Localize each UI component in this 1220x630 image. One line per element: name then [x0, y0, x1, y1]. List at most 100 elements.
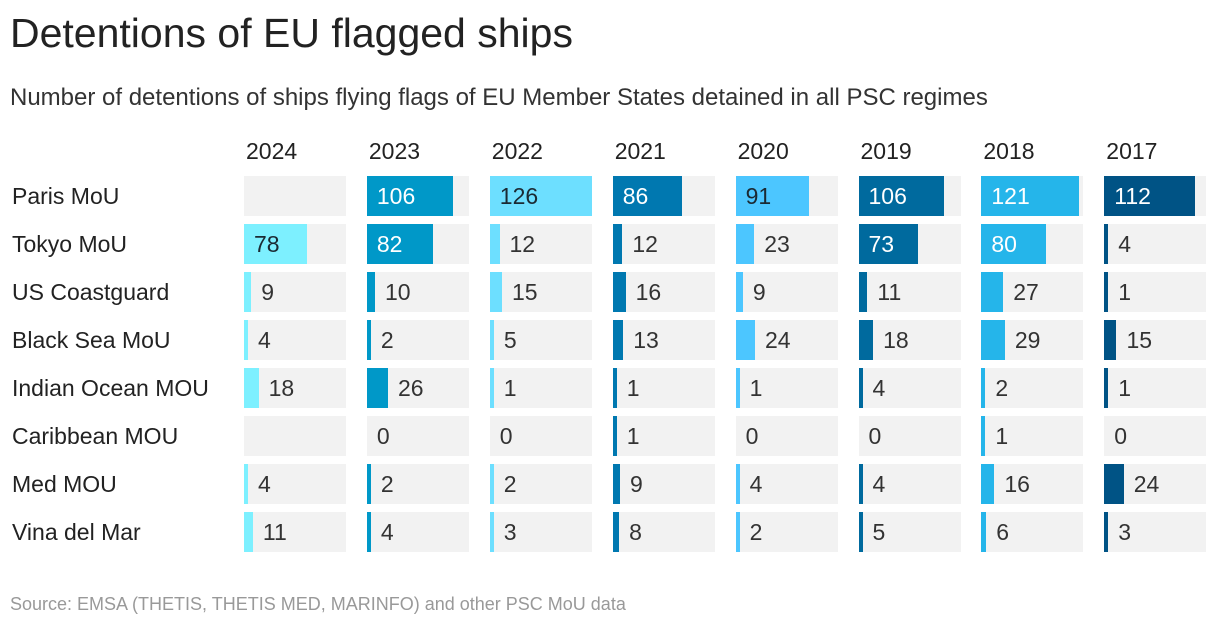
cell-background: 2 — [489, 464, 592, 504]
column-header-2022: 2022 — [491, 138, 543, 164]
data-label: 23 — [764, 231, 790, 257]
cell-background: 106 — [858, 176, 961, 216]
cell-background: 4 — [735, 464, 838, 504]
data-label: 106 — [868, 183, 907, 209]
cell-background: 4 — [244, 320, 346, 360]
cell-background: 1 — [1104, 368, 1207, 408]
cell-background: 12 — [612, 224, 715, 264]
data-bar — [612, 416, 617, 456]
cell-background: 9 — [735, 272, 838, 312]
data-label: 9 — [629, 471, 643, 497]
cell-background: 1 — [1104, 272, 1207, 312]
data-label: 13 — [633, 327, 659, 353]
cell-background: 24 — [735, 320, 838, 360]
cell-background: 4 — [858, 464, 961, 504]
data-bar — [489, 512, 494, 552]
data-bar — [489, 464, 494, 504]
cell-background — [244, 416, 346, 456]
cell-background: 1 — [735, 368, 838, 408]
data-bar — [735, 272, 743, 312]
cell-background: 13 — [612, 320, 715, 360]
column-header-2018: 2018 — [983, 138, 1035, 164]
data-bar — [1104, 464, 1124, 504]
data-bar — [858, 176, 945, 216]
data-bar — [366, 464, 371, 504]
cell-background: 9 — [244, 272, 346, 312]
data-label: 16 — [1004, 471, 1030, 497]
data-bar — [858, 464, 863, 504]
cell-background: 18 — [244, 368, 346, 408]
data-label: 2 — [503, 471, 517, 497]
data-bar — [489, 272, 502, 312]
data-bar — [735, 176, 810, 216]
data-label: 12 — [509, 231, 536, 257]
cell-background: 5 — [489, 320, 592, 360]
cell-background: 2 — [366, 320, 469, 360]
chart-subtitle: Number of detentions of ships flying fla… — [10, 84, 988, 111]
data-label: 0 — [499, 423, 513, 449]
cell-background: 73 — [858, 224, 961, 264]
row-label: Indian Ocean MOU — [12, 375, 209, 401]
column-header-2023: 2023 — [368, 138, 421, 164]
data-label: 2 — [380, 471, 394, 497]
data-label: 1 — [1118, 375, 1132, 401]
data-label: 4 — [872, 375, 886, 401]
column-header-2019: 2019 — [860, 138, 912, 164]
cell-background: 0 — [735, 416, 838, 456]
row-label: Tokyo MoU — [12, 231, 128, 257]
data-bar — [981, 464, 995, 504]
data-label: 9 — [261, 279, 275, 305]
column-header-2017: 2017 — [1106, 138, 1158, 164]
cell-background: 16 — [981, 464, 1084, 504]
data-bar — [489, 176, 592, 216]
cell-background: 4 — [1104, 224, 1207, 264]
cell-background: 3 — [1104, 512, 1207, 552]
data-label: 1 — [503, 375, 517, 401]
data-label: 18 — [268, 375, 295, 401]
data-bar — [858, 224, 918, 264]
data-label: 5 — [503, 327, 517, 353]
data-bar — [244, 320, 248, 360]
cell-background: 24 — [1104, 464, 1207, 504]
data-bar — [858, 368, 863, 408]
data-label: 106 — [376, 183, 416, 209]
data-bar — [489, 224, 500, 264]
data-label: 112 — [1114, 183, 1151, 209]
cell-background: 27 — [981, 272, 1084, 312]
cell-background: 10 — [366, 272, 469, 312]
data-bar — [612, 368, 617, 408]
data-label: 8 — [629, 519, 642, 545]
data-bar — [858, 272, 868, 312]
data-bar — [489, 320, 494, 360]
data-bar — [981, 320, 1005, 360]
cell-background: 91 — [735, 176, 838, 216]
cell-background: 112 — [1104, 176, 1207, 216]
data-bar — [244, 368, 259, 408]
data-bar — [366, 512, 371, 552]
source-note: Source: EMSA (THETIS, THETIS MED, MARINF… — [10, 594, 626, 614]
cell-background: 82 — [366, 224, 469, 264]
data-label: 1 — [626, 423, 640, 449]
data-label: 1 — [995, 423, 1009, 449]
data-label: 5 — [872, 519, 886, 545]
data-bar — [1104, 224, 1109, 264]
cell-background: 5 — [858, 512, 961, 552]
cell-background: 29 — [981, 320, 1084, 360]
cell-background: 1 — [489, 368, 592, 408]
cell-background: 4 — [858, 368, 961, 408]
data-label: 4 — [380, 519, 394, 545]
data-label: 16 — [635, 279, 662, 305]
cell-background: 2 — [981, 368, 1084, 408]
data-label: 2 — [380, 327, 394, 353]
data-bar — [1104, 512, 1109, 552]
data-label: 18 — [883, 327, 909, 353]
cell-background: 9 — [612, 464, 715, 504]
cell-background: 18 — [858, 320, 961, 360]
data-label: 0 — [1114, 423, 1128, 449]
data-label: 82 — [376, 231, 403, 257]
data-bar — [366, 176, 453, 216]
data-label: 24 — [1133, 471, 1160, 497]
data-label: 1 — [626, 375, 640, 401]
data-label: 86 — [622, 183, 649, 209]
data-label: 0 — [376, 423, 390, 449]
